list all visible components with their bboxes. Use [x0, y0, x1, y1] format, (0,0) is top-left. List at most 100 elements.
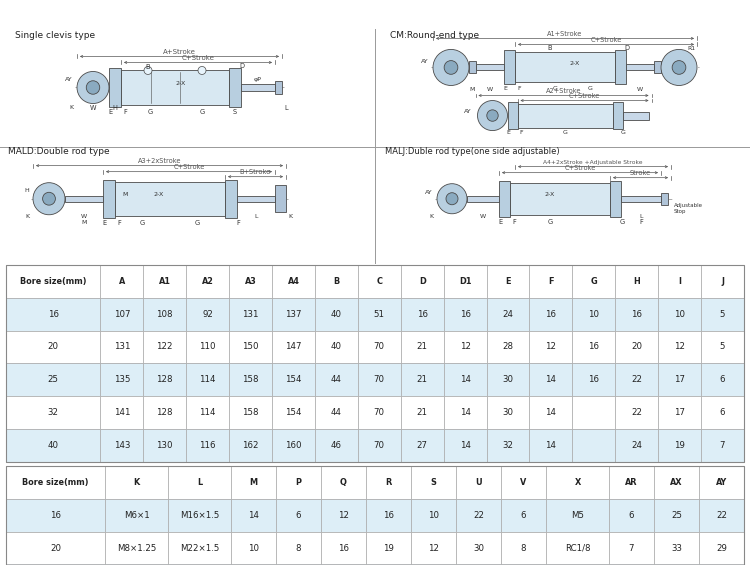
Bar: [229, 363, 272, 396]
Bar: [501, 499, 546, 532]
Text: B+Stroke: B+Stroke: [240, 169, 272, 175]
Bar: [100, 429, 143, 462]
Text: K: K: [429, 214, 433, 219]
Text: C+Stroke: C+Stroke: [590, 37, 622, 42]
Text: 30: 30: [503, 408, 514, 417]
Bar: [241, 85, 275, 90]
Bar: [622, 111, 649, 120]
Bar: [469, 62, 476, 73]
Bar: [100, 298, 143, 331]
Text: 116: 116: [200, 441, 216, 450]
Text: 14: 14: [545, 408, 556, 417]
Text: 147: 147: [285, 342, 302, 351]
Text: M8×1.25: M8×1.25: [117, 544, 156, 553]
Bar: [321, 532, 366, 564]
Text: F: F: [512, 219, 516, 225]
Text: 160: 160: [285, 441, 302, 450]
Text: K: K: [288, 214, 292, 219]
Text: Q: Q: [340, 478, 347, 487]
Text: 21: 21: [417, 342, 428, 351]
Bar: [231, 499, 276, 532]
Text: M: M: [250, 478, 257, 487]
Bar: [510, 182, 610, 215]
Bar: [546, 466, 609, 499]
Bar: [572, 298, 615, 331]
Text: CM:Round-end type: CM:Round-end type: [390, 31, 479, 40]
Bar: [701, 265, 744, 298]
Text: G: G: [587, 86, 592, 91]
Text: W: W: [81, 214, 87, 219]
Text: A4: A4: [287, 277, 299, 286]
Bar: [615, 363, 658, 396]
Text: 70: 70: [374, 408, 385, 417]
Circle shape: [478, 101, 508, 131]
Bar: [615, 50, 626, 85]
Text: 70: 70: [374, 441, 385, 450]
Bar: [658, 331, 701, 363]
Text: 16: 16: [417, 310, 428, 319]
Bar: [487, 363, 530, 396]
Bar: [609, 532, 654, 564]
Text: 33: 33: [671, 544, 682, 553]
Bar: [6, 499, 105, 532]
Text: S: S: [430, 478, 436, 487]
Text: L: L: [254, 214, 258, 219]
Bar: [186, 363, 229, 396]
Bar: [609, 466, 654, 499]
Text: A2+Stroke: A2+Stroke: [546, 88, 581, 94]
Bar: [100, 396, 143, 429]
Bar: [225, 180, 237, 218]
Text: M16×1.5: M16×1.5: [180, 511, 219, 520]
Bar: [400, 331, 444, 363]
Bar: [609, 499, 654, 532]
Text: 14: 14: [248, 511, 259, 520]
Text: A1: A1: [159, 277, 171, 286]
Bar: [487, 298, 530, 331]
Text: A4+2xStroke +Adjustable Stroke: A4+2xStroke +Adjustable Stroke: [543, 160, 643, 165]
Text: 107: 107: [113, 310, 130, 319]
Bar: [487, 396, 530, 429]
Bar: [229, 429, 272, 462]
Text: H: H: [24, 188, 29, 193]
Text: 20: 20: [632, 342, 642, 351]
Text: 158: 158: [242, 408, 259, 417]
Bar: [143, 298, 186, 331]
Text: 14: 14: [460, 441, 470, 450]
Bar: [100, 265, 143, 298]
Text: 154: 154: [285, 408, 302, 417]
Bar: [501, 466, 546, 499]
Text: G: G: [590, 277, 597, 286]
Text: 25: 25: [671, 511, 682, 520]
Text: 17: 17: [674, 408, 686, 417]
Bar: [456, 499, 501, 532]
Text: F: F: [520, 130, 524, 135]
Text: W: W: [90, 105, 96, 111]
Text: E: E: [506, 277, 511, 286]
Bar: [109, 68, 121, 107]
Bar: [518, 103, 613, 128]
Text: G: G: [148, 108, 152, 115]
Bar: [444, 429, 487, 462]
Text: MALD:Double rod type: MALD:Double rod type: [8, 147, 109, 156]
Bar: [400, 429, 444, 462]
Bar: [456, 466, 501, 499]
Text: R1: R1: [688, 46, 696, 51]
Bar: [530, 396, 572, 429]
Circle shape: [198, 67, 206, 75]
Bar: [6, 363, 100, 396]
Bar: [315, 396, 358, 429]
Bar: [444, 265, 487, 298]
Bar: [272, 429, 315, 462]
Bar: [444, 298, 487, 331]
Text: 141: 141: [113, 408, 130, 417]
Text: MALJ:Duble rod type(one side adjustable): MALJ:Duble rod type(one side adjustable): [385, 147, 560, 156]
Bar: [229, 68, 241, 107]
Bar: [105, 532, 168, 564]
Text: 2-X: 2-X: [176, 81, 185, 86]
Text: 12: 12: [545, 342, 556, 351]
Bar: [621, 195, 661, 202]
Text: B: B: [548, 45, 552, 51]
Text: 21: 21: [417, 408, 428, 417]
Text: 122: 122: [157, 342, 173, 351]
Circle shape: [433, 49, 469, 85]
